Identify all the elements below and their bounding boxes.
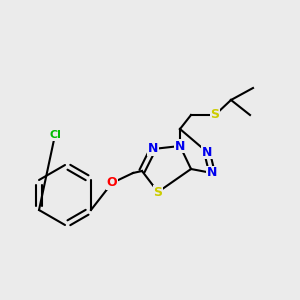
Text: O: O — [107, 176, 117, 190]
Text: Cl: Cl — [49, 130, 61, 140]
Text: N: N — [148, 142, 158, 155]
Text: S: S — [211, 109, 220, 122]
Text: O: O — [107, 176, 117, 190]
Text: N: N — [175, 140, 185, 152]
Text: N: N — [207, 167, 217, 179]
Text: N: N — [202, 146, 212, 158]
Text: S: S — [154, 185, 163, 199]
